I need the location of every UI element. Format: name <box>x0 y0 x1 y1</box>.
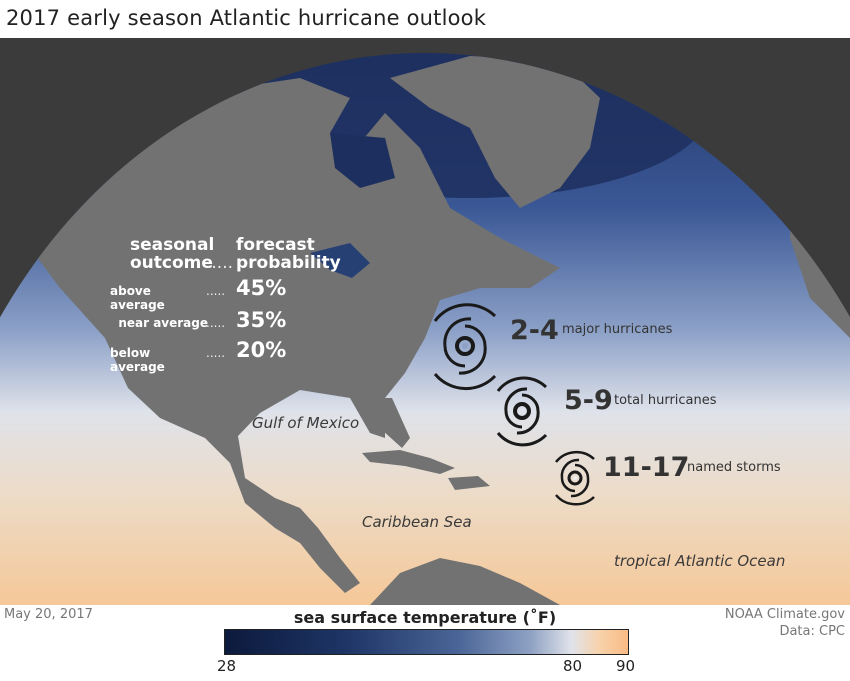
named-storms-label: named storms <box>687 460 781 475</box>
legend-tick-90: 90 <box>616 657 636 675</box>
row-label-below: below average <box>110 346 165 374</box>
date-label: May 20, 2017 <box>4 607 93 622</box>
hispaniola-land <box>448 476 490 490</box>
sst-map <box>0 38 850 605</box>
major-hurricanes-count: 2-4 <box>510 315 559 346</box>
gulf-of-mexico-label: Gulf of Mexico <box>252 414 360 432</box>
south-america-land <box>370 558 560 605</box>
row-value-above: 45% <box>236 276 287 300</box>
row-label-near: near average <box>118 316 208 330</box>
credit-label: NOAA Climate.gov <box>724 607 845 622</box>
row-dots-below: ..... <box>206 346 226 360</box>
florida-land <box>375 398 410 448</box>
north-america-land <box>30 78 560 593</box>
greenland-land <box>390 56 600 208</box>
hurricane-icon-major <box>433 303 497 391</box>
major-hurricanes-label: major hurricanes <box>562 322 673 337</box>
legend-tick-80: 80 <box>563 657 583 675</box>
tropical-atlantic-label: tropical Atlantic Ocean <box>614 552 786 570</box>
great-lakes <box>310 243 370 278</box>
temperature-colorbar <box>224 629 629 655</box>
hurricane-icon-named <box>555 450 595 506</box>
table-header-forecast: forecast <box>236 235 315 255</box>
cuba-land <box>362 450 455 474</box>
legend-tick-28: 28 <box>217 657 237 675</box>
source-label: Data: CPC <box>779 624 845 639</box>
row-dots-above: ..... <box>206 284 226 298</box>
table-header-seasonal: seasonal <box>130 235 215 255</box>
row-value-below: 20% <box>236 338 287 362</box>
total-hurricanes-count: 5-9 <box>564 385 613 416</box>
map-title: 2017 early season Atlantic hurricane out… <box>6 6 487 30</box>
row-label-above: above average <box>110 284 165 312</box>
table-header-outcome: outcome <box>130 253 213 273</box>
total-hurricanes-label: total hurricanes <box>614 393 717 408</box>
hurricane-icon-total <box>496 376 548 447</box>
table-header-dots: ..... <box>206 253 234 273</box>
named-storms-count: 11-17 <box>603 452 690 483</box>
row-dots-near: ..... <box>206 316 226 330</box>
hudson-bay <box>330 133 395 188</box>
legend-title: sea surface temperature (˚F) <box>293 608 557 627</box>
table-header-probability: probability <box>236 253 341 273</box>
row-value-near: 35% <box>236 308 287 332</box>
caribbean-sea-label: Caribbean Sea <box>362 513 472 531</box>
